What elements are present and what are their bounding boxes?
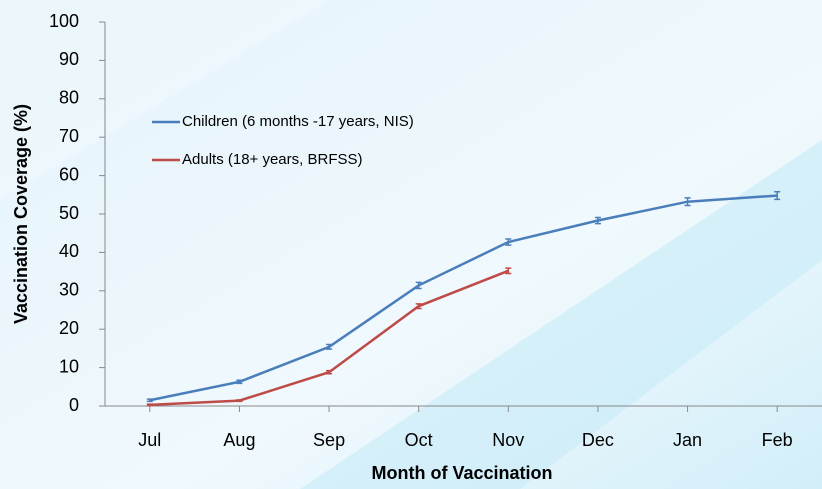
error-bar <box>415 303 422 310</box>
error-bar <box>774 190 781 201</box>
error-bar <box>146 403 153 407</box>
y-tick-label: 20 <box>59 318 79 338</box>
y-tick-label: 10 <box>59 356 79 376</box>
y-tick-label: 0 <box>69 395 79 415</box>
x-tick-label: Nov <box>492 430 524 450</box>
error-bar <box>684 197 691 207</box>
x-axis-title: Month of Vaccination <box>371 463 552 483</box>
error-bar <box>505 267 512 275</box>
error-bar <box>505 238 512 246</box>
background-stripe <box>300 140 822 489</box>
x-tick-label: Jul <box>138 430 161 450</box>
error-bar <box>415 281 422 290</box>
background-stripe <box>0 0 330 200</box>
legend-label: Children (6 months -17 years, NIS) <box>182 113 414 130</box>
y-tick-label: 50 <box>59 203 79 223</box>
y-tick-label: 100 <box>49 11 79 31</box>
y-axis-title: Vaccination Coverage (%) <box>11 104 31 324</box>
error-bar <box>326 369 333 375</box>
x-tick-label: Feb <box>762 430 793 450</box>
legend-label: Adults (18+ years, BRFSS) <box>182 151 362 168</box>
error-bar <box>236 379 243 385</box>
x-tick-label: Sep <box>313 430 345 450</box>
x-tick-label: Jan <box>673 430 702 450</box>
series-line <box>149 194 778 402</box>
error-bar <box>146 398 153 403</box>
y-tick-label: 70 <box>59 126 79 146</box>
error-bar <box>236 399 243 403</box>
y-tick-label: 60 <box>59 164 79 184</box>
x-tick-label: Aug <box>223 430 255 450</box>
error-bar <box>326 343 333 350</box>
y-tick-label: 90 <box>59 49 79 69</box>
x-tick-label: Dec <box>582 430 614 450</box>
x-tick-label: Oct <box>405 430 433 450</box>
y-tick-label: 40 <box>59 241 79 261</box>
error-bar <box>594 216 601 225</box>
y-tick-label: 30 <box>59 280 79 300</box>
y-tick-label: 80 <box>59 88 79 108</box>
